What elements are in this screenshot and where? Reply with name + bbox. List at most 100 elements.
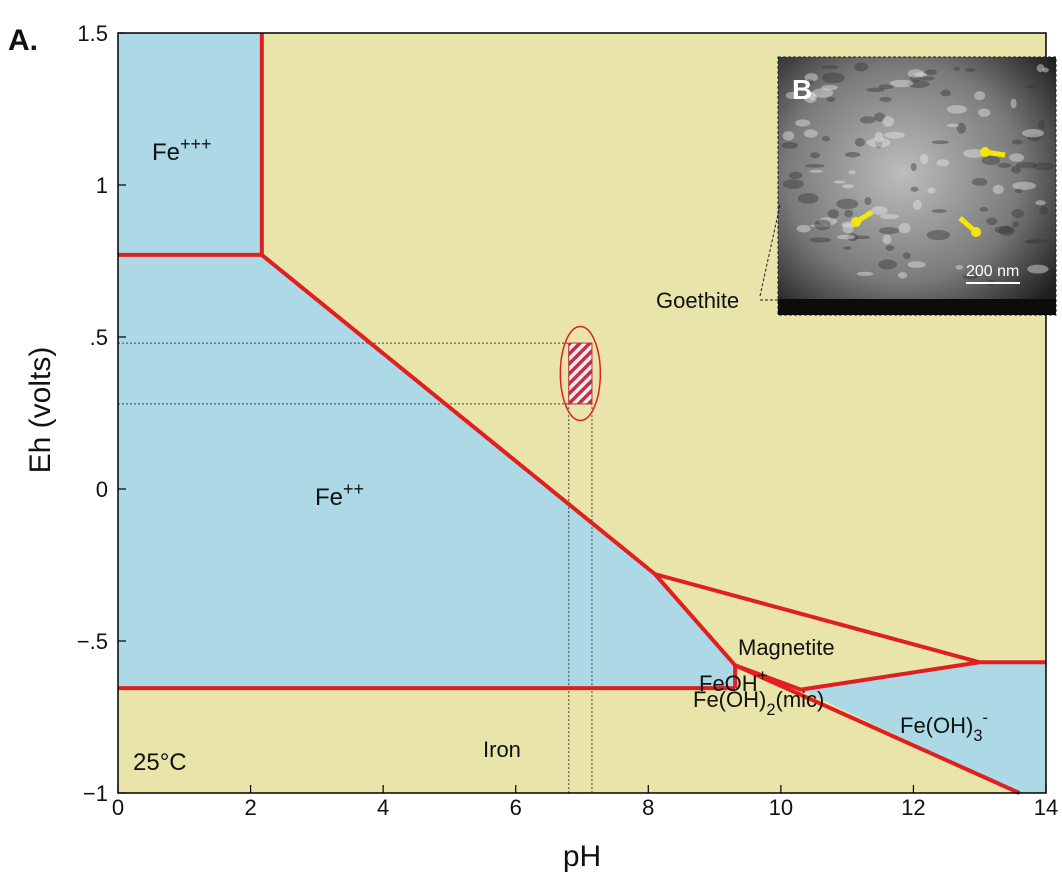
sem-texture — [826, 96, 836, 102]
sem-texture — [874, 131, 884, 143]
x-tick-label: 12 — [901, 795, 925, 820]
sem-texture — [845, 151, 861, 158]
region-label: Fe+++ — [152, 134, 212, 166]
sem-texture — [931, 140, 949, 145]
region-label: FeOH+ — [699, 667, 767, 696]
sem-texture — [804, 73, 818, 82]
sem-texture — [953, 66, 961, 71]
sem-texture — [822, 72, 845, 84]
sem-texture — [913, 199, 922, 211]
sem-texture — [836, 198, 859, 210]
sem-texture — [1027, 134, 1042, 142]
x-tick-label: 6 — [510, 795, 522, 820]
panel-label: A. — [8, 24, 38, 57]
sem-texture — [844, 209, 854, 218]
sem-texture — [804, 164, 825, 168]
sem-texture — [875, 138, 883, 149]
sem-texture — [879, 213, 900, 220]
sem-texture — [810, 224, 832, 228]
label-sup: +++ — [180, 134, 212, 154]
sem-texture — [978, 108, 991, 117]
sem-texture — [1025, 240, 1039, 244]
sem-texture — [782, 131, 795, 141]
sem-texture — [781, 142, 799, 149]
sem-texture — [833, 180, 846, 184]
sem-texture — [836, 234, 856, 240]
sem-texture — [848, 170, 856, 175]
sem-texture — [926, 229, 951, 241]
region-label: Iron — [483, 737, 521, 762]
sem-texture — [936, 159, 950, 167]
sem-texture — [804, 92, 817, 104]
sem-texture — [955, 264, 964, 270]
sem-texture — [804, 79, 815, 85]
sem-texture — [882, 234, 892, 245]
label-sup: - — [983, 709, 989, 727]
sem-texture — [974, 91, 986, 101]
sem-texture — [859, 116, 876, 124]
label-sup: + — [758, 667, 768, 685]
sem-texture — [821, 84, 838, 91]
inset-caption: Goethite — [656, 288, 739, 313]
label-base: Fe(OH) — [693, 687, 766, 712]
sem-texture — [842, 184, 854, 189]
sem-texture — [979, 206, 989, 212]
sem-texture — [946, 104, 968, 114]
sem-texture — [1025, 238, 1049, 244]
sem-texture — [866, 87, 885, 93]
plot-frame — [117, 32, 1047, 794]
inset-label: B — [792, 74, 812, 105]
sem-texture — [796, 224, 811, 233]
sem-texture — [986, 217, 998, 226]
label-base: Fe(OH) — [900, 713, 973, 738]
caption-leader — [759, 204, 781, 297]
y-tick-label: 1.5 — [77, 21, 108, 46]
sem-image — [777, 56, 1057, 316]
x-tick-label: 8 — [642, 795, 654, 820]
arrow-head — [980, 147, 990, 157]
sem-texture — [1012, 221, 1020, 228]
label-sub: 2 — [766, 701, 775, 719]
y-tick-label: 1 — [96, 173, 108, 198]
sem-texture — [1035, 200, 1046, 206]
region-label: Fe++ — [315, 479, 364, 511]
sem-texture — [879, 96, 892, 102]
sem-texture — [981, 155, 1001, 166]
sem-texture — [925, 69, 937, 76]
region-label: Fe(OH)2(mic) — [693, 687, 824, 719]
sem-texture — [920, 76, 935, 81]
sem-texture — [1011, 209, 1025, 218]
sem-texture — [810, 152, 821, 159]
sem-texture — [874, 112, 886, 122]
x-tick-label: 4 — [377, 795, 389, 820]
stability-region — [800, 662, 1046, 793]
sem-texture — [1021, 129, 1044, 138]
label-sup: ++ — [343, 479, 364, 499]
sem-texture — [963, 149, 985, 158]
y-tick-label: .5 — [90, 325, 108, 350]
region-label: Magnetite — [738, 635, 835, 660]
sem-texture — [1009, 153, 1025, 162]
sem-texture — [1010, 98, 1017, 109]
sem-texture — [907, 69, 924, 78]
sem-texture — [898, 222, 911, 234]
sem-texture — [1039, 206, 1048, 215]
sem-texture — [795, 119, 811, 127]
sem-texture — [997, 162, 1012, 168]
sem-texture — [927, 187, 936, 194]
sem-texture — [818, 217, 838, 226]
sem-texture — [1011, 139, 1023, 145]
sem-texture — [889, 79, 914, 88]
sem-texture — [885, 245, 895, 251]
sem-texture — [902, 252, 911, 260]
scale-label: 200 nm — [966, 263, 1019, 280]
sem-texture — [1015, 161, 1038, 169]
sem-texture — [1032, 162, 1055, 171]
sem-texture — [1025, 84, 1038, 89]
y-tick-label: −1 — [83, 781, 108, 806]
sem-texture — [814, 219, 831, 231]
sem-texture — [1012, 181, 1036, 190]
sem-texture — [897, 272, 908, 279]
sem-texture — [866, 137, 891, 148]
